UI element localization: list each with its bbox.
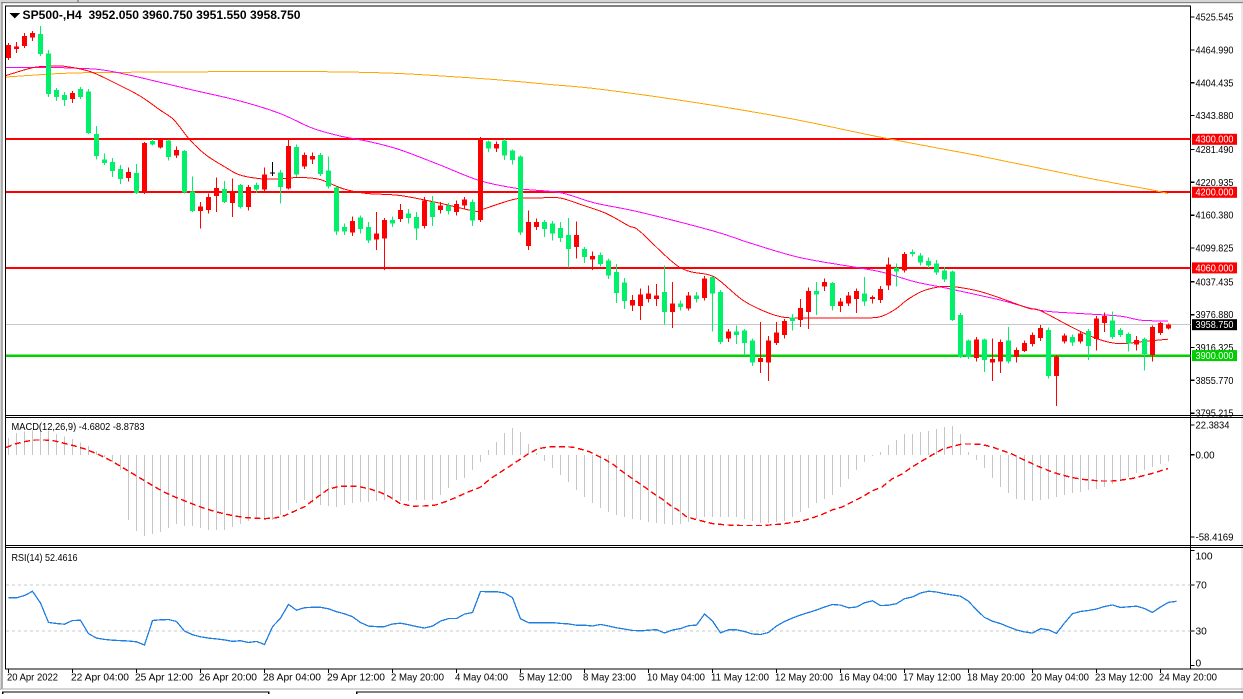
svg-text:3900.000: 3900.000 <box>1196 351 1234 362</box>
svg-text:3916.325: 3916.325 <box>1196 343 1234 354</box>
svg-text:4060.000: 4060.000 <box>1196 263 1234 274</box>
svg-text:4343.880: 4343.880 <box>1196 111 1234 122</box>
svg-text:4160.380: 4160.380 <box>1196 211 1234 222</box>
svg-text:25 Apr 12:00: 25 Apr 12:00 <box>135 673 193 684</box>
svg-text:-58.4169: -58.4169 <box>1196 533 1234 544</box>
svg-text:28 Apr 04:00: 28 Apr 04:00 <box>263 673 321 684</box>
svg-text:20 Apr 2022: 20 Apr 2022 <box>7 673 58 684</box>
svg-text:4200.000: 4200.000 <box>1196 188 1234 199</box>
svg-text:10 May 04:00: 10 May 04:00 <box>647 673 705 684</box>
svg-text:26 Apr 20:00: 26 Apr 20:00 <box>199 673 257 684</box>
svg-text:0: 0 <box>1196 659 1202 670</box>
svg-text:5 May 12:00: 5 May 12:00 <box>519 673 572 684</box>
svg-text:8 May 23:00: 8 May 23:00 <box>583 673 636 684</box>
svg-text:4300.000: 4300.000 <box>1196 135 1234 146</box>
svg-text:3795.215: 3795.215 <box>1196 409 1234 420</box>
svg-text:30: 30 <box>1196 627 1208 638</box>
svg-text:4037.435: 4037.435 <box>1196 277 1234 288</box>
svg-text:RSI(14) 52.4616: RSI(14) 52.4616 <box>12 552 78 564</box>
svg-text:17 May 12:00: 17 May 12:00 <box>903 673 961 684</box>
svg-text:20 May 04:00: 20 May 04:00 <box>1031 673 1089 684</box>
svg-text:4220.935: 4220.935 <box>1196 178 1234 189</box>
svg-text:3976.880: 3976.880 <box>1196 310 1234 321</box>
svg-text:11 May 12:00: 11 May 12:00 <box>711 673 769 684</box>
svg-text:16 May 04:00: 16 May 04:00 <box>839 673 897 684</box>
svg-text:22 Apr 04:00: 22 Apr 04:00 <box>71 673 129 684</box>
svg-text:22.3834: 22.3834 <box>1196 421 1230 432</box>
svg-text:3958.750: 3958.750 <box>1196 320 1234 331</box>
svg-text:12 May 20:00: 12 May 20:00 <box>775 673 833 684</box>
svg-text:18 May 20:00: 18 May 20:00 <box>967 673 1025 684</box>
svg-text:70: 70 <box>1196 581 1208 592</box>
svg-text:SP500-,H4 3952.050 3960.750 3: SP500-,H4 3952.050 3960.750 3951.550 395… <box>23 10 301 22</box>
svg-text:2 May 20:00: 2 May 20:00 <box>391 673 444 684</box>
svg-text:4464.990: 4464.990 <box>1196 46 1234 57</box>
svg-text:MACD(12,26,9) -4.6802 -8.8783: MACD(12,26,9) -4.6802 -8.8783 <box>12 421 145 433</box>
svg-text:4525.545: 4525.545 <box>1196 13 1234 24</box>
svg-text:24 May 20:00: 24 May 20:00 <box>1159 673 1217 684</box>
svg-text:4404.435: 4404.435 <box>1196 78 1234 89</box>
svg-text:0.00: 0.00 <box>1196 450 1215 461</box>
svg-text:4 May 04:00: 4 May 04:00 <box>455 673 508 684</box>
svg-text:23 May 12:00: 23 May 12:00 <box>1095 673 1153 684</box>
svg-text:100: 100 <box>1196 552 1213 563</box>
svg-text:29 Apr 12:00: 29 Apr 12:00 <box>327 673 385 684</box>
svg-text:4281.490: 4281.490 <box>1196 145 1234 156</box>
svg-text:3855.770: 3855.770 <box>1196 376 1234 387</box>
svg-text:4099.825: 4099.825 <box>1196 244 1234 255</box>
